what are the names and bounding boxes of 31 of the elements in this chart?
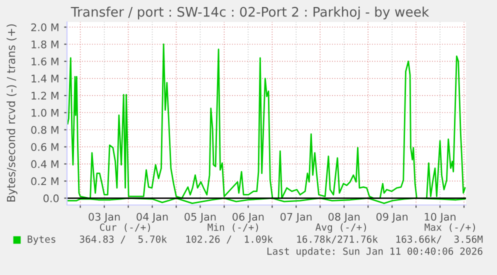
x-tick-label: 08 Jan	[328, 212, 360, 223]
x-tick-label: 04 Jan	[136, 212, 168, 223]
x-tick-label: 06 Jan	[232, 212, 264, 223]
y-axis-title: Bytes/second rcvd (-) / trans (+)	[6, 24, 18, 202]
y-tick-label: 0.8 M	[31, 126, 58, 134]
chart-title: Transfer / port : SW-14c : 02-Port 2 : Parkhoj - by week	[70, 6, 430, 20]
y-tick-label: 0.6 M	[31, 143, 58, 151]
y-tick-label: 1.8 M	[32, 40, 58, 48]
y-tick-label: 1.0 M	[32, 108, 58, 117]
y-tick-label: 0.0	[43, 194, 59, 202]
x-tick-label: 03 Jan	[88, 212, 120, 223]
text: Cur (-/+)	[100, 223, 150, 232]
text: 364.83 / 5.70k	[80, 235, 167, 244]
x-tick-label: 09 Jan	[376, 212, 408, 223]
y-tick-label: 0.4 M	[31, 160, 58, 168]
y-tick-label: 1.6 M	[32, 58, 58, 66]
text: 16.78k/271.76k	[297, 235, 378, 244]
y-tick-label: 1.2 M	[32, 92, 58, 100]
y-tick-label: 1.4 M	[32, 74, 58, 82]
x-tick-label: 10 Jan	[424, 212, 456, 223]
text: Last update: Sun Jan 11 00:40:06 2026	[267, 247, 482, 257]
x-tick-label: 05 Jan	[184, 212, 216, 223]
y-tick-label: 0.2 M	[31, 177, 58, 186]
text: 163.66k/ 3.56M	[396, 235, 483, 244]
x-tick-label: 07 Jan	[280, 212, 312, 223]
text: 102.26 / 1.09k	[186, 235, 273, 244]
text: Max (-/+)	[424, 223, 475, 232]
y-tick-label: 2.0 M	[31, 23, 58, 32]
legend-label: Bytes	[28, 236, 56, 245]
text: Min (-/+)	[208, 223, 258, 232]
text: Avg (-/+)	[316, 223, 366, 233]
